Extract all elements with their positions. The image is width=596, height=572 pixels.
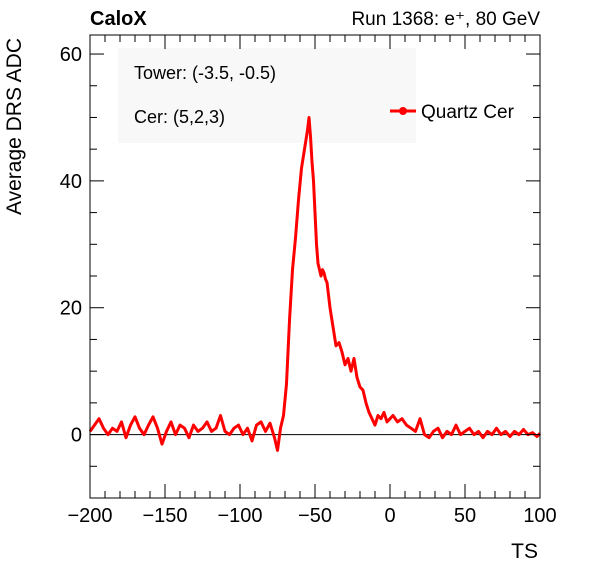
annotation-box: [118, 48, 416, 143]
tower-annotation: Tower: (-3.5, -0.5): [134, 63, 276, 83]
x-tick-label: 50: [454, 505, 476, 527]
y-tick-label: 0: [71, 425, 82, 447]
axes-group: −200 −150 −100 −50 0 50 100 0 20 40 60: [60, 34, 557, 527]
y-tick-label: 60: [60, 44, 82, 66]
legend: Quartz Cer: [390, 102, 515, 123]
x-tick-label: −200: [67, 505, 112, 527]
y-axis-title: Average DRS ADC: [3, 38, 26, 215]
legend-label: Quartz Cer: [421, 102, 515, 123]
run-info-label: Run 1368: e⁺, 80 GeV: [351, 9, 540, 30]
cer-annotation: Cer: (5,2,3): [134, 107, 225, 127]
experiment-label: CaloX: [90, 8, 147, 30]
legend-marker: [399, 107, 407, 115]
x-tick-label: 100: [523, 505, 556, 527]
series-group: [88, 116, 542, 452]
x-axis-title: TS: [511, 540, 538, 563]
series-line-1: [88, 116, 542, 452]
x-tick-label: −100: [217, 505, 262, 527]
x-tick-label: −150: [142, 505, 187, 527]
x-tick-label: 0: [384, 505, 395, 527]
y-tick-label: 20: [60, 298, 82, 320]
x-tick-label: −50: [298, 505, 332, 527]
y-tick-label: 40: [60, 171, 82, 193]
